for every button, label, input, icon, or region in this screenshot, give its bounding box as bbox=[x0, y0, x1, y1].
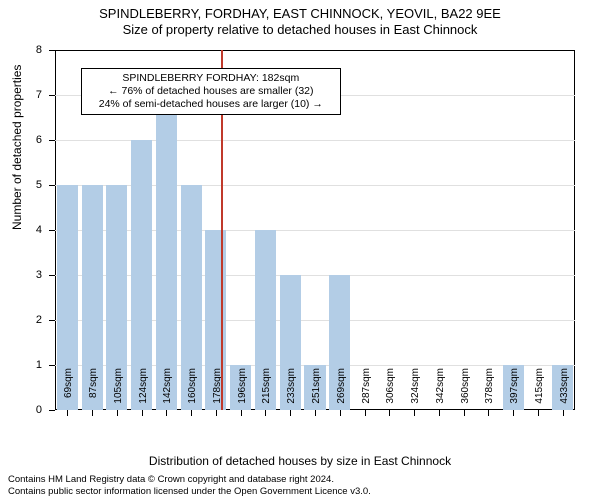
x-tick-label: 124sqm bbox=[138, 368, 149, 418]
x-tick-label: 251sqm bbox=[311, 368, 322, 418]
x-axis-label: Distribution of detached houses by size … bbox=[0, 454, 600, 468]
y-axis-label: Number of detached properties bbox=[10, 65, 24, 230]
x-tick-label: 215sqm bbox=[261, 368, 272, 418]
x-tick-label: 397sqm bbox=[509, 368, 520, 418]
y-axis-tick-labels: 012345678 bbox=[0, 50, 50, 410]
x-tick-label: 433sqm bbox=[559, 368, 570, 418]
y-tick-label: 3 bbox=[12, 269, 42, 281]
footer-line2: Contains public sector information licen… bbox=[8, 486, 371, 498]
x-tick-label: 233sqm bbox=[286, 368, 297, 418]
x-tick-label: 342sqm bbox=[435, 368, 446, 418]
annotation-box: SPINDLEBERRY FORDHAY: 182sqm← 76% of det… bbox=[81, 68, 341, 115]
title-line1: SPINDLEBERRY, FORDHAY, EAST CHINNOCK, YE… bbox=[0, 6, 600, 22]
y-tick bbox=[49, 410, 55, 411]
y-tick-label: 1 bbox=[12, 359, 42, 371]
footer-line1: Contains HM Land Registry data © Crown c… bbox=[8, 474, 371, 486]
annotation-line2: ← 76% of detached houses are smaller (32… bbox=[86, 85, 336, 98]
x-tick-label: 105sqm bbox=[113, 368, 124, 418]
x-tick-label: 287sqm bbox=[361, 368, 372, 418]
x-tick-label: 324sqm bbox=[410, 368, 421, 418]
title-line2: Size of property relative to detached ho… bbox=[0, 22, 600, 38]
x-tick-label: 196sqm bbox=[237, 368, 248, 418]
x-tick-label: 69sqm bbox=[63, 368, 74, 418]
x-tick-label: 415sqm bbox=[534, 368, 545, 418]
x-tick-label: 160sqm bbox=[187, 368, 198, 418]
x-tick-label: 142sqm bbox=[162, 368, 173, 418]
y-tick-label: 2 bbox=[12, 314, 42, 326]
plot-area: 69sqm87sqm105sqm124sqm142sqm160sqm178sqm… bbox=[55, 50, 575, 410]
x-tick-label: 378sqm bbox=[484, 368, 495, 418]
y-tick-label: 8 bbox=[12, 44, 42, 56]
annotation-line3: 24% of semi-detached houses are larger (… bbox=[86, 98, 336, 111]
chart-title-block: SPINDLEBERRY, FORDHAY, EAST CHINNOCK, YE… bbox=[0, 6, 600, 37]
footer-attribution: Contains HM Land Registry data © Crown c… bbox=[8, 474, 371, 498]
bar bbox=[156, 95, 177, 410]
x-tick-label: 269sqm bbox=[336, 368, 347, 418]
x-tick-label: 87sqm bbox=[88, 368, 99, 418]
annotation-line1: SPINDLEBERRY FORDHAY: 182sqm bbox=[86, 72, 336, 85]
x-tick-label: 360sqm bbox=[460, 368, 471, 418]
y-tick-label: 0 bbox=[12, 404, 42, 416]
x-tick-label: 306sqm bbox=[385, 368, 396, 418]
